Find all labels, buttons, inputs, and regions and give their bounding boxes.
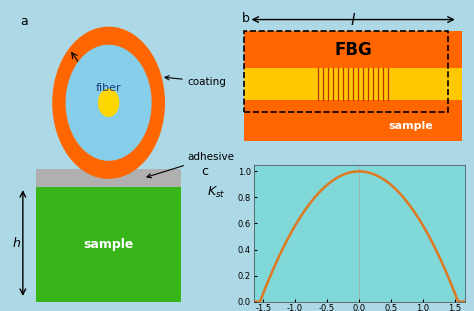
- Text: coating: coating: [165, 76, 227, 87]
- Text: FBG: FBG: [334, 41, 372, 59]
- Text: $r_f$: $r_f$: [123, 62, 132, 74]
- Bar: [244, 31, 448, 112]
- Text: adhesive: adhesive: [147, 152, 235, 178]
- Text: fiber: fiber: [96, 83, 121, 93]
- Text: $\mathit{K}_{st}$: $\mathit{K}_{st}$: [207, 185, 226, 200]
- Circle shape: [99, 89, 118, 116]
- Bar: [244, 68, 462, 100]
- Bar: [244, 31, 462, 141]
- Text: h: h: [13, 237, 21, 249]
- Circle shape: [53, 27, 164, 178]
- Text: $r_p$: $r_p$: [80, 55, 91, 69]
- Text: sample: sample: [389, 121, 434, 131]
- Text: a: a: [21, 15, 28, 28]
- Text: c: c: [201, 165, 208, 178]
- Bar: [36, 187, 181, 302]
- Bar: [36, 169, 181, 187]
- Text: b: b: [242, 12, 249, 25]
- Text: $l$: $l$: [350, 12, 356, 28]
- Circle shape: [66, 45, 151, 160]
- Text: sample: sample: [83, 238, 134, 251]
